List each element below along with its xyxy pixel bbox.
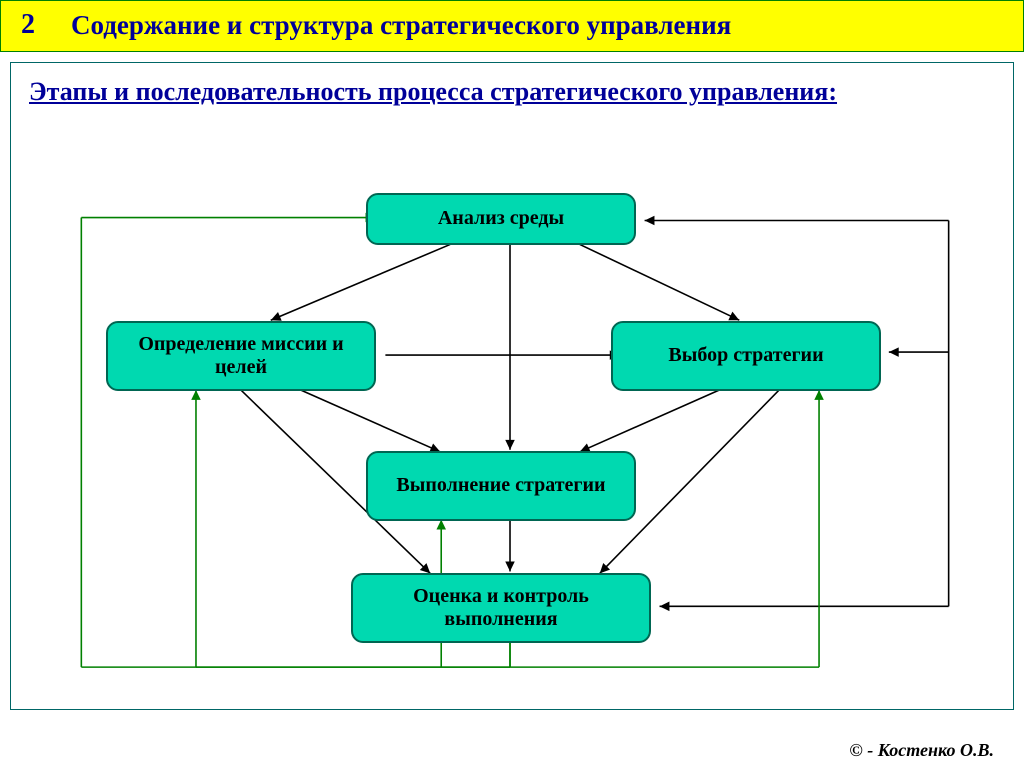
- flow-node: Выбор стратегии: [611, 321, 881, 391]
- content-box: Этапы и последовательность процесса стра…: [10, 62, 1014, 710]
- title-bar: 2 Содержание и структура стратегического…: [0, 0, 1024, 52]
- title-text: Содержание и структура стратегического у…: [71, 9, 731, 43]
- flow-node: Анализ среды: [366, 193, 636, 245]
- title-number: 2: [21, 9, 35, 41]
- flow-node: Определение миссии и целей: [106, 321, 376, 391]
- footer-credit: © - Костенко О.В.: [849, 740, 994, 761]
- flow-node: Выполнение стратегии: [366, 451, 636, 521]
- subtitle: Этапы и последовательность процесса стра…: [29, 75, 995, 109]
- flow-node: Оценка и контроль выполнения: [351, 573, 651, 643]
